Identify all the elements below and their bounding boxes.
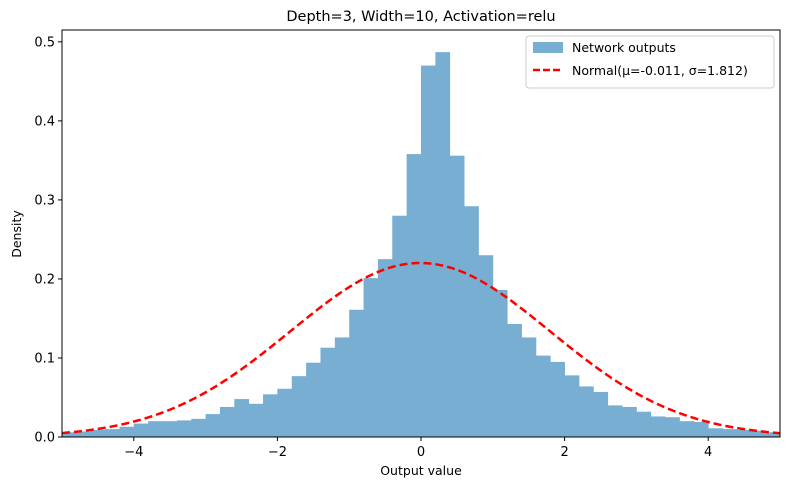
legend: Network outputs Normal(μ=-0.011, σ=1.812… (525, 35, 775, 89)
histogram-bar (191, 418, 206, 437)
histogram-bar (334, 337, 350, 437)
histogram-bar (306, 362, 321, 437)
histogram-bar (593, 391, 609, 437)
histogram-bar (564, 375, 580, 437)
normal-fit-curve (61, 261, 781, 435)
x-tick-label: −4 (124, 445, 143, 460)
histogram-bar (162, 421, 178, 437)
histogram-bar (148, 421, 163, 437)
histogram-bar (550, 361, 565, 437)
histogram-bar (622, 406, 637, 437)
legend-label-hist: Network outputs (572, 40, 676, 55)
legend-label-normal: Normal(μ=-0.011, σ=1.812) (572, 63, 748, 78)
histogram-bar (535, 355, 551, 437)
histogram-bar (263, 394, 278, 437)
histogram-bar (219, 406, 235, 437)
histogram-bar (521, 337, 537, 437)
histogram-bar (363, 278, 379, 437)
x-tick-label: −2 (268, 445, 287, 460)
histogram-bar (349, 309, 364, 437)
histogram-bar (478, 255, 494, 437)
histogram-bar (751, 430, 767, 437)
histogram-bar (205, 414, 221, 437)
x-tick-label: 4 (704, 445, 712, 460)
histogram-bar (636, 411, 652, 437)
histogram-bar (392, 215, 408, 437)
histogram-bar (650, 416, 666, 437)
histogram-bar (665, 417, 680, 437)
histogram-bar (62, 432, 77, 437)
chart-title: Depth=3, Width=10, Activation=relu (286, 9, 555, 25)
histogram-bar (377, 259, 393, 437)
histogram-bar (679, 421, 695, 437)
histogram-bar (507, 323, 522, 437)
histogram-bars (62, 52, 781, 437)
histogram-bar (435, 52, 451, 437)
histogram-bar (277, 388, 293, 437)
histogram-bar (133, 423, 149, 437)
histogram-bar (291, 376, 307, 437)
histogram-bar (693, 421, 709, 437)
y-axis-label: Density (9, 210, 24, 258)
histogram-bar (176, 420, 192, 437)
histogram-bar (449, 155, 465, 437)
histogram-bar (765, 432, 781, 437)
histogram-bar (722, 429, 738, 437)
y-tick-label: 0.0 (34, 431, 55, 446)
histogram-bar (492, 290, 508, 437)
y-tick-label: 0.3 (34, 193, 55, 208)
histogram-bar (320, 347, 336, 437)
legend-box (525, 35, 775, 89)
y-axis-ticks: 0.0 0.1 0.2 0.3 0.4 0.5 (34, 35, 62, 446)
histogram-bar (406, 154, 422, 437)
normal-fit-curve-group (61, 261, 781, 435)
histogram-bar (736, 429, 752, 437)
legend-swatch-hist (533, 42, 563, 53)
x-axis-ticks: −4 −2 0 2 4 (124, 437, 712, 460)
histogram-bar (708, 428, 723, 437)
histogram-bar (421, 65, 436, 437)
histogram-bar (248, 403, 264, 437)
y-tick-label: 0.4 (34, 114, 55, 129)
histogram-bar (607, 405, 623, 437)
histogram-bar (234, 399, 250, 437)
histogram-bar (464, 206, 479, 437)
y-tick-label: 0.5 (34, 35, 55, 50)
histogram-bar (105, 429, 120, 437)
histogram-bar (119, 426, 135, 437)
histogram-bar (90, 429, 106, 437)
y-tick-label: 0.2 (34, 272, 55, 287)
histogram-bar (578, 386, 594, 437)
x-axis-label: Output value (380, 463, 462, 478)
y-tick-label: 0.1 (34, 351, 55, 366)
x-tick-label: 0 (417, 445, 425, 460)
histogram-bar (76, 431, 92, 437)
x-tick-label: 2 (560, 445, 568, 460)
